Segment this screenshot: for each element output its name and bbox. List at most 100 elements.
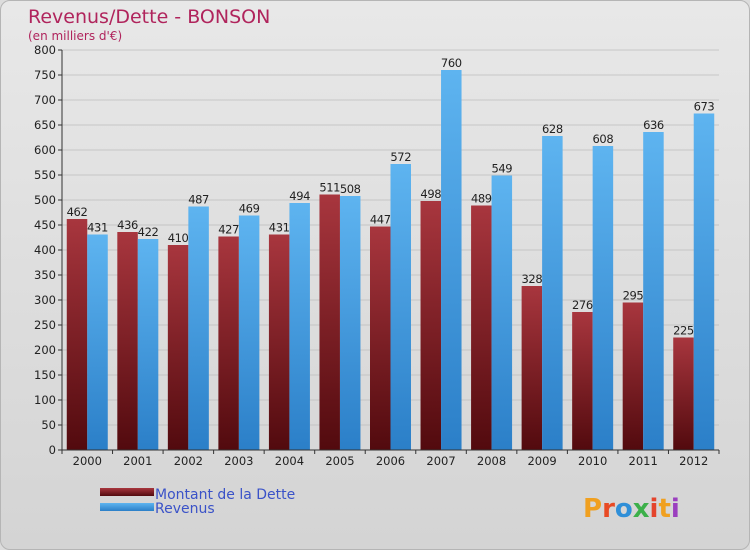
chart-subtitle: (en milliers d'€): [28, 29, 122, 43]
bar-debt: [319, 194, 340, 450]
bar-debt: [268, 234, 290, 450]
bar-debt: [673, 337, 694, 450]
value-label-revenus: 608: [593, 132, 614, 146]
x-tick-label: 2005: [325, 454, 354, 468]
bar-revenus: [339, 196, 361, 450]
bar-debt: [370, 226, 391, 450]
legend-swatch-revenus: [100, 503, 154, 511]
value-label-revenus: 549: [491, 162, 512, 176]
bar-revenus: [87, 234, 108, 450]
y-tick-label: 750: [34, 68, 56, 82]
legend: Montant de la Dette Revenus: [100, 487, 295, 517]
bar-revenus: [491, 175, 513, 450]
legend-label-revenus: Revenus: [155, 501, 215, 517]
chart-title: Revenus/Dette - BONSON: [28, 6, 270, 28]
y-tick-label: 500: [34, 193, 56, 207]
value-label-revenus: 494: [289, 189, 310, 203]
value-label-debt: 295: [623, 289, 644, 303]
y-tick-label: 300: [34, 293, 56, 307]
bars: [66, 70, 715, 450]
x-tick-label: 2006: [376, 454, 405, 468]
x-tick-label: 2002: [174, 454, 203, 468]
y-tick-label: 0: [49, 443, 56, 457]
proxiti-logo: Proxiti: [583, 494, 680, 524]
y-tick-label: 150: [34, 368, 56, 382]
x-axis-ticks: 2000 2001 2002 2003 2004 2005 2006 2007 2008 2009…: [61, 450, 720, 468]
x-tick-label: 2003: [224, 454, 253, 468]
y-tick-label: 400: [34, 243, 56, 257]
x-tick-label: 2009: [527, 454, 556, 468]
value-label-revenus: 487: [188, 193, 209, 207]
value-label-debt: 489: [471, 192, 492, 206]
logo-letter: r: [602, 494, 615, 524]
value-label-debt: 276: [572, 298, 593, 312]
y-tick-label: 700: [34, 93, 56, 107]
value-label-debt: 447: [370, 213, 391, 227]
value-label-revenus: 469: [239, 202, 260, 216]
y-axis-ticks: 0 50 100 150 200 250 300 350 400 450 500 550 600 650 7…: [34, 43, 62, 457]
bar-revenus: [289, 203, 310, 450]
bar-revenus: [137, 239, 159, 450]
value-label-revenus: 636: [643, 118, 664, 132]
y-tick-label: 800: [34, 43, 56, 57]
y-tick-label: 600: [34, 143, 56, 157]
value-label-revenus: 628: [542, 122, 563, 136]
value-label-debt: 410: [168, 231, 189, 245]
y-tick-label: 250: [34, 318, 56, 332]
bar-debt: [218, 236, 239, 450]
value-label-debt: 511: [319, 181, 340, 195]
bar-revenus: [238, 215, 260, 450]
value-label-debt: 436: [117, 218, 138, 232]
bar-revenus: [390, 164, 411, 450]
value-label-debt: 225: [673, 324, 694, 338]
logo-letter: P: [583, 494, 602, 524]
y-tick-label: 350: [34, 268, 56, 282]
y-tick-label: 550: [34, 168, 56, 182]
value-label-revenus: 431: [87, 221, 108, 235]
bar-debt: [420, 201, 442, 450]
logo-letter: t: [658, 494, 670, 524]
bar-debt: [521, 286, 543, 450]
bar-revenus: [693, 113, 715, 450]
bar-debt: [471, 205, 492, 450]
value-label-revenus: 422: [138, 225, 159, 239]
x-tick-label: 2011: [629, 454, 658, 468]
x-tick-label: 2000: [73, 454, 102, 468]
logo-letter: i: [650, 494, 659, 524]
x-tick-label: 2010: [578, 454, 607, 468]
y-tick-label: 200: [34, 343, 56, 357]
logo-letter: o: [615, 494, 633, 524]
value-label-debt: 328: [521, 272, 542, 286]
bar-debt: [117, 232, 138, 450]
bar-revenus: [542, 136, 563, 450]
legend-swatch-debt: [100, 488, 154, 496]
x-tick-label: 2012: [679, 454, 708, 468]
y-tick-label: 450: [34, 218, 56, 232]
y-tick-label: 100: [34, 393, 56, 407]
value-label-debt: 498: [420, 187, 441, 201]
y-tick-label: 50: [41, 418, 56, 432]
x-tick-label: 2004: [275, 454, 304, 468]
value-label-revenus: 673: [694, 100, 715, 114]
bar-debt: [167, 245, 189, 450]
bar-debt: [66, 219, 88, 450]
value-label-debt: 462: [67, 205, 88, 219]
value-label-debt: 431: [269, 221, 290, 235]
bar-revenus: [188, 206, 209, 450]
value-label-revenus: 508: [340, 182, 361, 196]
x-tick-label: 2007: [426, 454, 455, 468]
y-tick-label: 650: [34, 118, 56, 132]
bar-debt: [622, 302, 644, 450]
bar-revenus: [592, 146, 614, 450]
bar-debt: [572, 312, 593, 450]
bar-revenus: [441, 70, 462, 450]
logo-letter: i: [671, 494, 680, 524]
value-label-debt: 427: [218, 223, 239, 237]
x-tick-label: 2001: [123, 454, 152, 468]
bar-revenus: [643, 132, 664, 450]
legend-label-debt: Montant de la Dette: [155, 487, 295, 503]
logo-letter: x: [633, 494, 650, 524]
value-label-revenus: 572: [390, 150, 411, 164]
